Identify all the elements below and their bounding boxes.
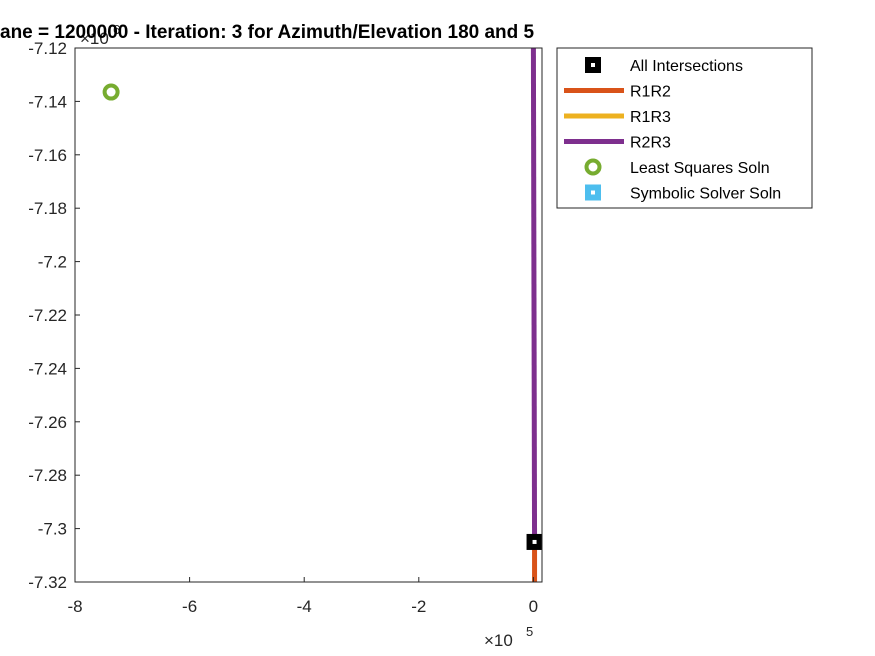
x-exponent-power: 5 (526, 624, 533, 639)
legend-least-squares-soln-label: Least Squares Soln (630, 160, 770, 177)
y-tick-label: -7.14 (28, 92, 67, 111)
x-exponent-base: ×10 (484, 631, 513, 650)
y-axis: -7.12 -7.14 -7.16 -7.18 -7.2 -7.22 -7.24 -7.26 -… (28, 39, 80, 592)
y-exponent-power: 6 (113, 22, 120, 37)
x-tick-label: -6 (182, 597, 197, 616)
y-tick-label: -7.32 (28, 573, 67, 592)
y-exponent-base: ×10 (80, 29, 109, 48)
plot-marks (102, 48, 542, 582)
y-tick-label: -7.3 (38, 520, 67, 539)
series-all-intersections-point-center (532, 539, 537, 544)
x-axis: -8 -6 -4 -2 0 (67, 577, 538, 616)
legend-items: All Intersections R1R2 R1R3 R2R3 Least Squar… (564, 57, 781, 203)
legend-symbolic-solver-soln-swatch-center (591, 190, 595, 195)
legend-least-squares-soln-swatch-center (591, 165, 595, 169)
y-tick-label: -7.12 (28, 39, 67, 58)
plot-area-frame (74, 47, 543, 583)
x-tick-label: -2 (411, 597, 426, 616)
legend-r2r3-label: R2R3 (630, 135, 671, 152)
legend-all-intersections-swatch-center (591, 63, 595, 67)
x-tick-label: 0 (529, 597, 538, 616)
x-tick-label: -8 (67, 597, 82, 616)
legend: All Intersections R1R2 R1R3 R2R3 Least Squar… (556, 47, 813, 209)
y-tick-label: -7.2 (38, 253, 67, 272)
y-tick-label: -7.16 (28, 146, 67, 165)
y-tick-label: -7.24 (28, 359, 67, 378)
legend-symbolic-solver-soln-label: Symbolic Solver Soln (630, 186, 781, 203)
series-r2r3-line (530, 48, 538, 542)
y-tick-label: -7.28 (28, 466, 67, 485)
legend-r1r3-label: R1R3 (630, 109, 671, 126)
y-tick-label: -7.26 (28, 413, 67, 432)
legend-all-intersections-label: All Intersections (630, 58, 743, 75)
legend-least-squares-soln-swatch (584, 158, 602, 176)
x-tick-label: -4 (297, 597, 312, 616)
y-tick-label: -7.22 (28, 306, 67, 325)
series-least-squares-soln-point-center (109, 90, 113, 94)
chart-title: ane = 1200000 - Iteration: 3 for Azimuth… (0, 22, 535, 43)
y-tick-label: -7.18 (28, 199, 67, 218)
legend-box (556, 47, 813, 209)
legend-r1r2-label: R1R2 (630, 84, 671, 101)
series-least-squares-soln-point (102, 83, 120, 101)
